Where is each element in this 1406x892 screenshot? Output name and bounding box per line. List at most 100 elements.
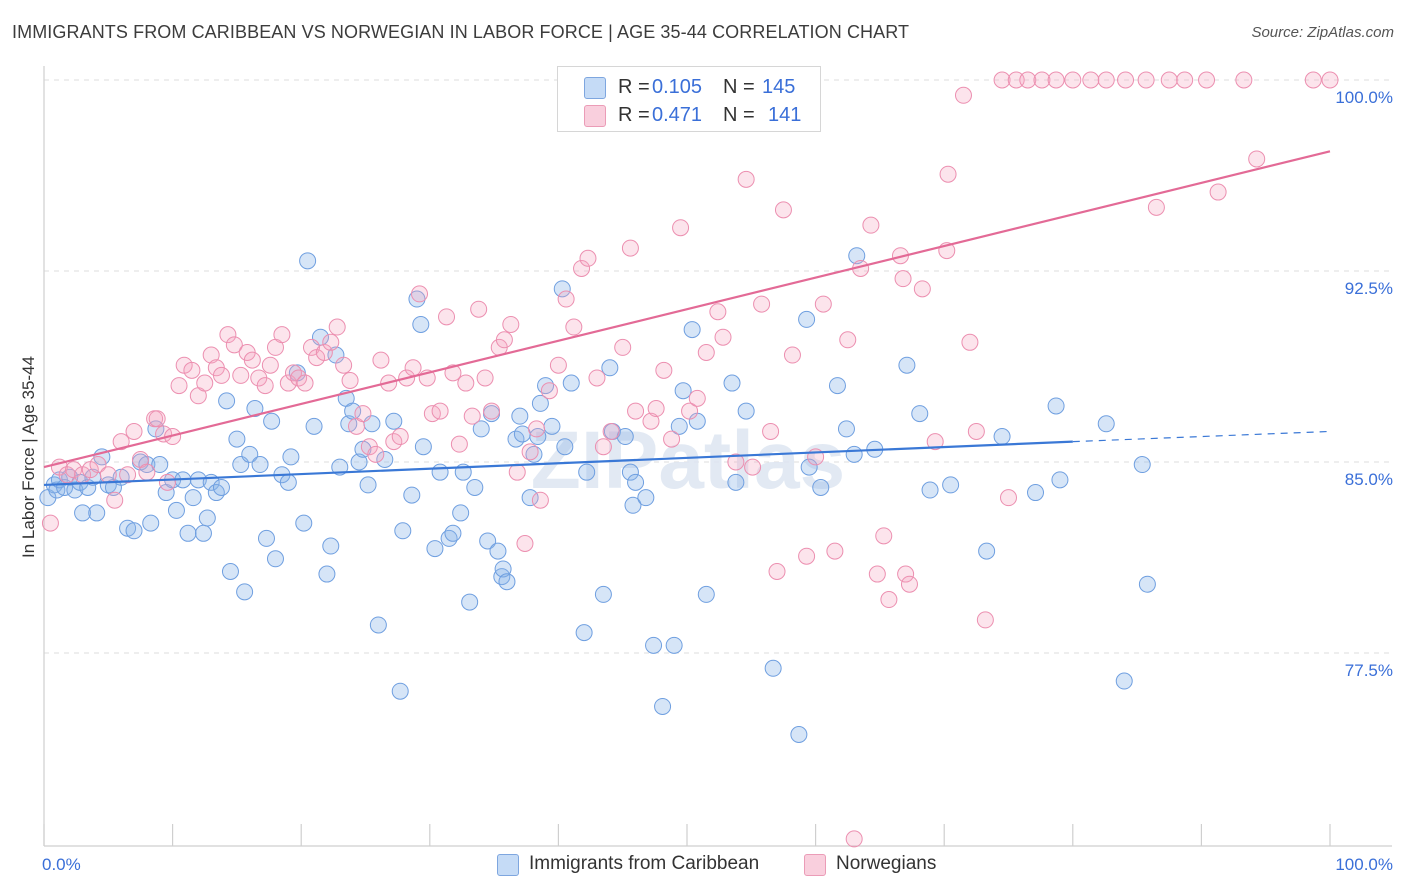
point-norwegian (897, 565, 915, 583)
x-tick-label: 100.0% (1335, 855, 1393, 874)
point-norwegian (112, 433, 130, 451)
point-norwegian (125, 422, 143, 440)
point-caribbean (543, 417, 561, 435)
point-norwegian (976, 611, 994, 629)
point-norwegian (868, 565, 886, 583)
point-norwegian (588, 369, 606, 387)
legend-r-value: 0.105 (652, 76, 703, 98)
point-norwegian (273, 326, 291, 344)
point-norwegian (516, 534, 534, 552)
point-caribbean (1051, 471, 1069, 489)
point-caribbean (444, 524, 462, 542)
point-caribbean (498, 573, 516, 591)
point-caribbean (376, 450, 394, 468)
point-caribbean (911, 405, 929, 423)
point-caribbean (513, 425, 531, 443)
point-norwegian (296, 374, 314, 392)
point-norwegian (89, 456, 107, 474)
point-caribbean (578, 463, 596, 481)
point-norwegian (753, 295, 771, 313)
point-norwegian (900, 575, 918, 593)
point-caribbean (184, 489, 202, 507)
point-caribbean (645, 636, 663, 654)
point-norwegian (1321, 71, 1339, 89)
y-axis-label: In Labor Force | Age 35-44 (19, 356, 38, 558)
point-caribbean (898, 356, 916, 374)
point-caribbean (74, 504, 92, 522)
point-norwegian (279, 374, 297, 392)
point-norwegian (284, 364, 302, 382)
point-caribbean (494, 560, 512, 578)
point-caribbean (674, 382, 692, 400)
point-norwegian (993, 71, 1011, 89)
point-caribbean (556, 438, 574, 456)
point-caribbean (299, 252, 317, 270)
point-caribbean (350, 453, 368, 471)
point-norwegian (335, 356, 353, 374)
point-caribbean (318, 565, 336, 583)
point-caribbean (1133, 456, 1151, 474)
point-caribbean (845, 445, 863, 463)
point-caribbean (228, 430, 246, 448)
point-caribbean (479, 532, 497, 550)
point-norwegian (495, 331, 513, 349)
point-caribbean (414, 438, 432, 456)
point-norwegian (737, 170, 755, 188)
y-tick-label: 85.0% (1345, 470, 1393, 489)
legend-row-caribbean: R = 0.105 N = 145 (558, 73, 820, 101)
point-norwegian (438, 308, 456, 326)
point-caribbean (637, 489, 655, 507)
point-caribbean (295, 514, 313, 532)
point-caribbean (385, 412, 403, 430)
point-norwegian (391, 428, 409, 446)
point-norwegian (672, 219, 690, 237)
point-norwegian (367, 445, 385, 463)
point-caribbean (461, 593, 479, 611)
point-caribbean (511, 407, 529, 425)
point-caribbean (553, 280, 571, 298)
point-norwegian (158, 473, 176, 491)
point-caribbean (594, 585, 612, 603)
point-caribbean (151, 456, 169, 474)
point-norwegian (404, 359, 422, 377)
point-norwegian (450, 435, 468, 453)
legend-swatch-caribbean (584, 77, 606, 99)
point-caribbean (426, 540, 444, 558)
legend-label-caribbean: Immigrants from Caribbean (529, 853, 760, 874)
point-caribbean (263, 412, 281, 430)
point-norwegian (697, 343, 715, 361)
point-norwegian (798, 547, 816, 565)
point-caribbean (282, 448, 300, 466)
point-norwegian (256, 377, 274, 395)
point-norwegian (727, 453, 745, 471)
point-caribbean (403, 486, 421, 504)
point-norwegian (431, 402, 449, 420)
point-caribbean (251, 456, 269, 474)
point-norwegian (508, 463, 526, 481)
point-caribbean (489, 542, 507, 560)
point-caribbean (798, 310, 816, 328)
point-norwegian (372, 351, 390, 369)
legend-n-label: N = (723, 104, 755, 126)
point-caribbean (683, 321, 701, 339)
y-tick-label: 77.5% (1345, 661, 1393, 680)
point-caribbean (723, 374, 741, 392)
point-norwegian (573, 259, 591, 277)
point-caribbean (521, 489, 539, 507)
point-norwegian (1097, 71, 1115, 89)
point-norwegian (1176, 71, 1194, 89)
point-caribbean (466, 478, 484, 496)
point-norwegian (783, 346, 801, 364)
point-caribbean (194, 524, 212, 542)
point-caribbean (236, 583, 254, 601)
point-norwegian (457, 374, 475, 392)
legend-n-value: 141 (768, 104, 802, 126)
point-norwegian (681, 402, 699, 420)
point-norwegian (328, 318, 346, 336)
point-norwegian (939, 165, 957, 183)
point-norwegian (202, 346, 220, 364)
tick-labels: 100.0% 92.5% 85.0% 77.5% 0.0% 100.0% (42, 88, 1393, 874)
point-caribbean (670, 417, 688, 435)
point-norwegian (106, 491, 124, 509)
point-norwegian (1019, 71, 1037, 89)
